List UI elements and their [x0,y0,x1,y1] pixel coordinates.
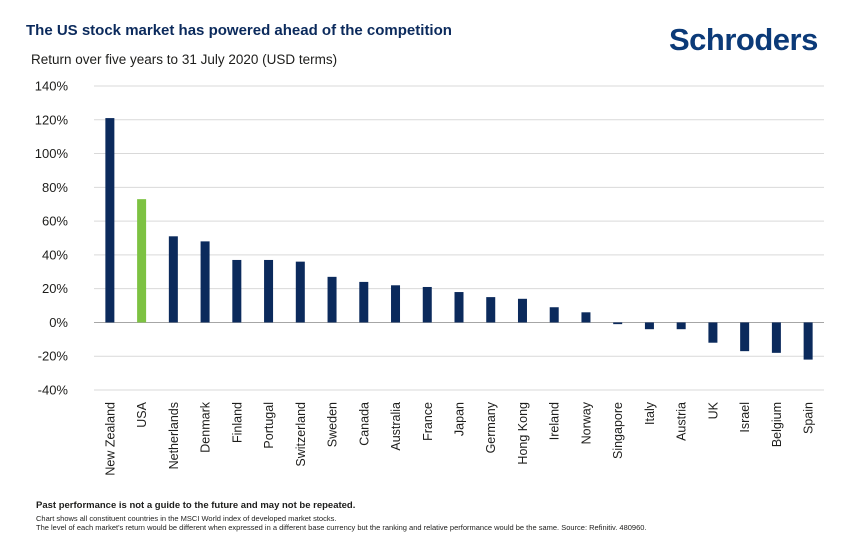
x-axis-labels: New Zealand USA Netherlands Denmark Finland P… [103,401,815,475]
y-tick-label: 20% [42,281,68,296]
bar-spain [803,322,813,360]
x-tick-label: Norway [579,401,593,444]
bar-germany [486,297,496,323]
bar-canada [359,281,369,323]
x-tick-label: Ireland [548,402,562,440]
y-tick-label: 80% [42,180,68,195]
bar-singapore [613,322,623,325]
bar-ireland [549,307,559,323]
bar-france [422,286,432,323]
footnote-2: The level of each market's return would … [36,523,647,532]
bar-hong-kong [517,298,527,323]
x-tick-label: Germany [484,401,498,453]
bar-usa [137,199,147,323]
bar-finland [232,259,242,323]
y-tick-label: 100% [35,146,69,161]
bar-chart: -40% -20% 0% 20% 40% 60% 80% 100% 120% 140% New Z… [35,79,824,476]
x-tick-label: Israel [738,402,752,433]
bar-australia [391,285,401,323]
x-tick-label: Italy [643,401,657,425]
x-tick-label: New Zealand [103,402,117,476]
x-tick-label: Denmark [199,401,213,452]
bar-portugal [264,259,274,323]
y-tick-label: 0% [49,315,68,330]
x-tick-label: Finland [230,402,244,443]
x-tick-label: Portugal [262,402,276,449]
bar-israel [740,322,750,352]
bar-belgium [771,322,781,353]
x-tick-label: Netherlands [167,402,181,469]
x-tick-label: Hong Kong [516,402,530,465]
x-tick-label: USA [135,401,149,427]
y-tick-label: -20% [38,349,69,364]
bar-sweden [327,276,337,323]
y-axis-ticks: -40% -20% 0% 20% 40% 60% 80% 100% 120% 140% [35,79,69,398]
x-tick-label: Switzerland [294,402,308,467]
bar-uk [708,322,718,343]
chart-title: The US stock market has powered ahead of… [26,22,452,39]
bar-netherlands [168,236,178,323]
bar-norway [581,312,591,323]
x-tick-label: Sweden [326,402,340,447]
bar-austria [676,322,686,330]
x-tick-label: Singapore [611,402,625,459]
gridlines [94,85,824,391]
y-tick-label: 140% [35,79,69,94]
x-tick-label: Spain [802,402,816,434]
x-tick-label: Austria [675,402,689,441]
bars [105,118,813,360]
y-tick-label: 40% [42,247,68,262]
schroders-logo: Schroders [669,22,818,57]
x-tick-label: Belgium [770,402,784,447]
bar-italy [644,322,654,330]
bar-new-zealand [105,118,115,323]
footnote-1: Chart shows all constituent countries in… [36,514,337,523]
y-tick-label: -40% [38,383,69,398]
bar-switzerland [295,261,305,323]
x-tick-label: Japan [453,402,467,436]
x-tick-label: Australia [389,402,403,451]
x-tick-label: UK [706,401,720,419]
x-tick-label: Canada [357,402,371,446]
x-tick-label: France [421,402,435,441]
bar-denmark [200,241,210,323]
disclaimer: Past performance is not a guide to the f… [36,500,356,511]
chart-subtitle: Return over five years to 31 July 2020 (… [31,52,338,67]
y-tick-label: 120% [35,112,69,127]
y-tick-label: 60% [42,214,68,229]
bar-japan [454,292,464,323]
